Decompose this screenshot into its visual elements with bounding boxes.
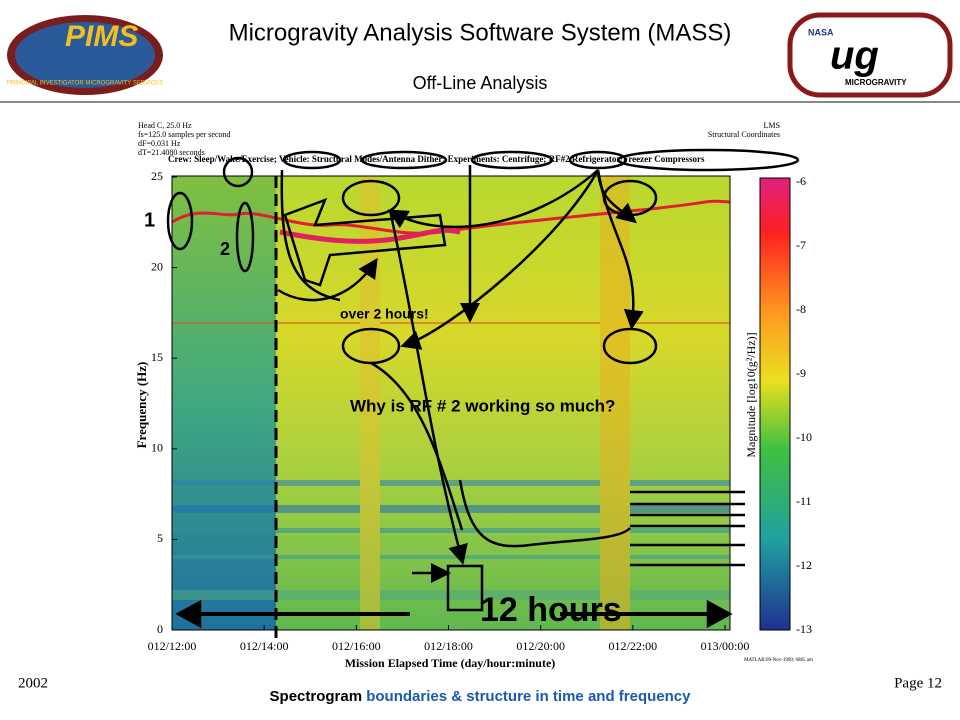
annotation: 1 — [144, 209, 155, 231]
colorbar-tick-label: -7 — [796, 238, 806, 252]
x-tick-label: 012/22:00 — [608, 639, 657, 653]
spectrogram — [171, 175, 791, 631]
info-text: Head C, 25.0 Hz — [138, 121, 192, 130]
left-logo: PIMS PRINCIPAL INVESTIGATOR MICROGRAVITY… — [7, 15, 163, 95]
x-tick-label: 012/18:00 — [424, 639, 473, 653]
logo-caption: MICROGRAVITY — [845, 78, 907, 87]
annotation: 2 — [220, 239, 230, 259]
x-tick-label: 012/12:00 — [148, 639, 197, 653]
x-tick-label: 012/16:00 — [332, 639, 381, 653]
y-tick-label: 0 — [157, 622, 163, 636]
info-text: dF=0.031 Hz — [138, 139, 181, 148]
logo-caption: PRINCIPAL INVESTIGATOR MICROGRAVITY SERV… — [7, 81, 163, 87]
caption: Spectrogram boundaries & structure in ti… — [270, 688, 692, 705]
y-tick-label: 20 — [151, 259, 163, 273]
colorbar-tick-label: -9 — [796, 366, 806, 380]
page-number: Page 12 — [894, 675, 942, 691]
info-text: dT=21.4080 seconds — [138, 148, 205, 157]
logo-text: PIMS — [65, 20, 138, 53]
title: Microgravity Analysis Software System (M… — [229, 19, 732, 46]
colorbar-tick-label: -10 — [796, 430, 812, 444]
y-tick-label: 15 — [151, 350, 163, 364]
logo-text: NASA — [808, 27, 834, 37]
colorbar-tick-label: -6 — [796, 174, 806, 188]
legend-line: Crew: Sleep/Wake/Exercise; Vehicle: Stru… — [168, 154, 705, 164]
annotations — [166, 148, 800, 640]
x-axis-label: Mission Elapsed Time (day/hour:minute) — [345, 656, 556, 670]
caption-part: Spectrogram — [270, 688, 367, 705]
annotation: Why is RF # 2 working so much? — [350, 396, 615, 415]
y-tick-label: 25 — [151, 169, 163, 183]
colorbar-tick-label: -12 — [796, 558, 812, 572]
stamp: MATLAB:09-Nov-1999; 6885 am — [744, 658, 813, 663]
y-tick-label: 10 — [151, 441, 163, 455]
y-axis-label: Frequency (Hz) — [134, 362, 149, 449]
y-tick-label: 5 — [157, 531, 163, 545]
right-logo: NASA ug MICROGRAVITY — [787, 12, 953, 98]
info-text: fs=125.0 samples per second — [138, 130, 231, 139]
annotation: 12 hours — [480, 591, 622, 629]
x-tick-label: 012/14:00 — [240, 639, 289, 653]
annotation: over 2 hours! — [340, 306, 429, 322]
svg-text:ug: ug — [830, 34, 879, 78]
caption-part: boundaries & structure in time and frequ… — [366, 688, 691, 705]
info-text: LMS — [764, 121, 780, 130]
info-text: Structural Coordinates — [708, 130, 780, 139]
colorbar-tick-label: -13 — [796, 622, 812, 636]
year: 2002 — [18, 675, 48, 691]
subtitle: Off-Line Analysis — [413, 73, 548, 93]
colorbar-label: Magnitude [log10(g²/Hz)] — [744, 332, 758, 457]
x-tick-label: 013/00:00 — [701, 639, 750, 653]
x-tick-label: 012/20:00 — [516, 639, 565, 653]
colorbar-tick-label: -8 — [796, 302, 806, 316]
colorbar-tick-label: -11 — [796, 494, 812, 508]
